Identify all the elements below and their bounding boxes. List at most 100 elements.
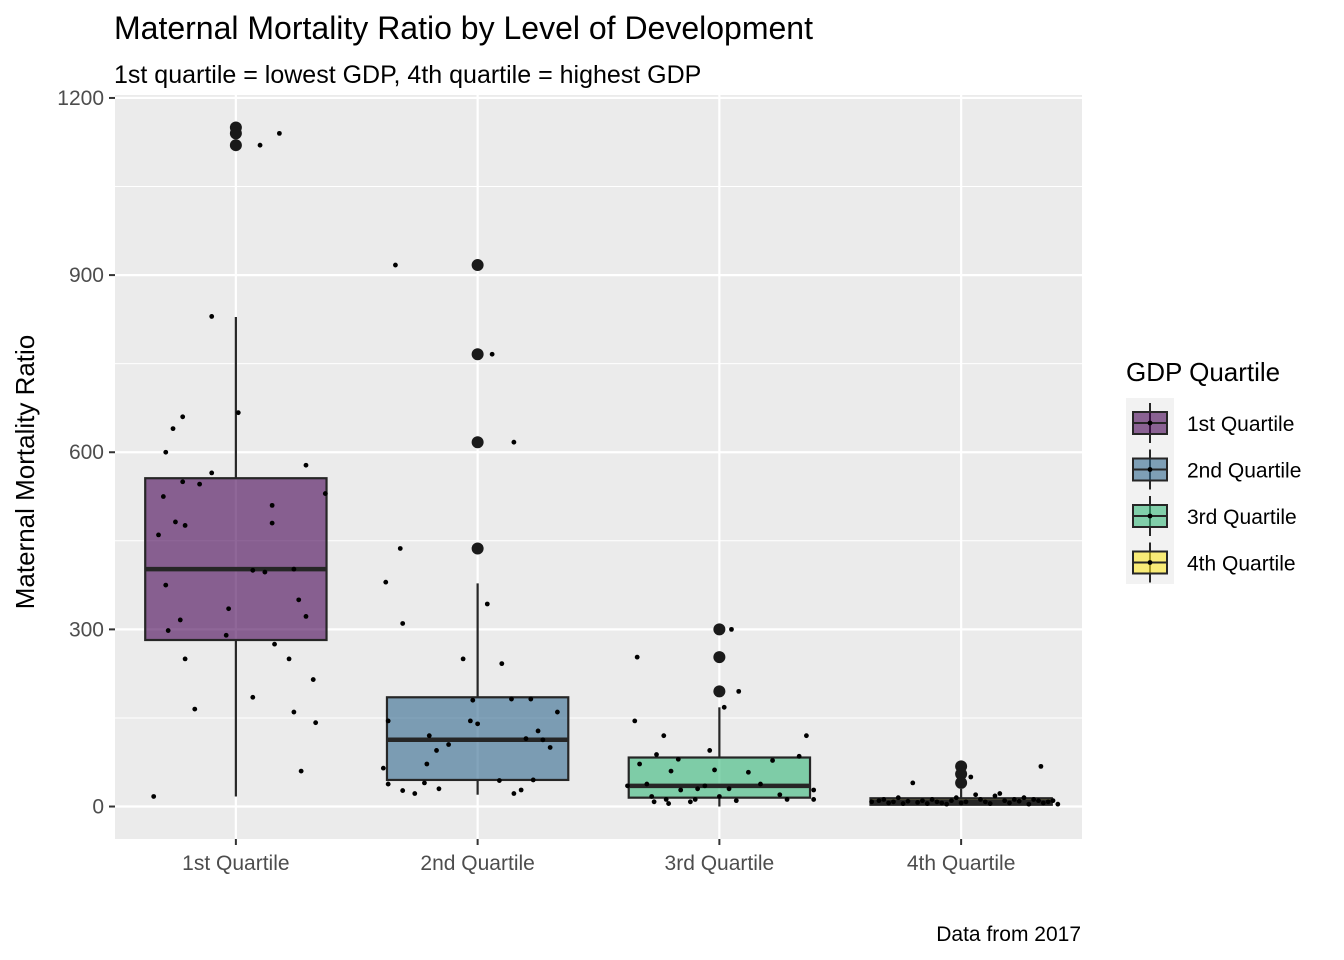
jitter-point [905, 798, 911, 804]
jitter-point [499, 661, 505, 667]
jitter-point [170, 426, 176, 432]
jitter-point [1021, 795, 1027, 801]
legend-item-2: 2nd Quartile [1132, 449, 1301, 490]
jitter-point [1038, 763, 1044, 769]
jitter-point [400, 788, 406, 793]
jitter-point [383, 579, 389, 585]
jitter-point [944, 801, 950, 807]
legend-label: 2nd Quartile [1187, 460, 1301, 483]
jitter-point [891, 799, 896, 805]
jitter-point [400, 621, 406, 626]
chart-subtitle: 1st quartile = lowest GDP, 4th quartile … [114, 61, 701, 89]
jitter-point [286, 656, 292, 662]
jitter-point [726, 786, 732, 792]
jitter-point [262, 569, 268, 575]
outlier-point [713, 685, 726, 698]
jitter-point [257, 142, 263, 148]
jitter-point [163, 582, 169, 588]
jitter-point [380, 765, 386, 771]
jitter-point [678, 787, 684, 793]
jitter-point [953, 795, 959, 801]
jitter-point [518, 787, 524, 793]
jitter-point [1055, 801, 1061, 807]
legend-key-point [1147, 513, 1153, 519]
jitter-point [895, 795, 901, 801]
jitter-point [634, 654, 640, 660]
outlier-point [471, 259, 484, 272]
jitter-point [156, 532, 161, 538]
jitter-point [470, 697, 476, 703]
jitter-point [272, 641, 277, 647]
legend-title: GDP Quartile [1126, 357, 1280, 387]
jitter-point [269, 502, 275, 508]
jitter-point [424, 761, 430, 767]
jitter-point [736, 688, 742, 694]
jitter-point [484, 601, 490, 607]
jitter-point [182, 523, 188, 528]
jitter-point [1026, 801, 1032, 807]
jitter-point [535, 728, 541, 734]
x-tick-label: 3rd Quartile [665, 852, 775, 875]
jitter-point [924, 801, 930, 806]
legend: 1st Quartile 2nd Quartile 3rd Quartile 4th … [1126, 398, 1301, 584]
outlier-point [471, 542, 484, 555]
jitter-point [992, 793, 998, 799]
jitter-point [173, 519, 178, 525]
jitter-point [523, 736, 529, 742]
jitter-point [661, 733, 667, 739]
jitter-point [475, 721, 481, 727]
x-tick-label: 2nd Quartile [420, 852, 534, 875]
jitter-point [811, 797, 817, 802]
legend-item-4: 4th Quartile [1132, 542, 1296, 583]
jitter-point [900, 801, 906, 806]
jitter-point [712, 767, 717, 773]
y-tick-label: 300 [69, 618, 104, 641]
jitter-point [695, 786, 701, 792]
outlier-point [471, 348, 484, 361]
outlier-point [955, 776, 968, 789]
jitter-point [530, 777, 536, 783]
jitter-point [509, 696, 514, 702]
jitter-point [446, 742, 452, 747]
jitter-point [716, 794, 722, 799]
jitter-point [422, 780, 427, 786]
jitter-point [528, 696, 534, 702]
jitter-point [733, 798, 739, 804]
legend-label: 4th Quartile [1187, 553, 1296, 576]
jitter-point [968, 774, 974, 780]
jitter-point [1007, 800, 1012, 806]
outlier-point [471, 436, 484, 449]
jitter-point [675, 756, 681, 762]
jitter-point [784, 797, 790, 802]
box-3 [627, 623, 812, 807]
jitter-point [1050, 798, 1056, 804]
jitter-point [151, 794, 157, 799]
jitter-point [511, 439, 517, 445]
jitter-point [625, 783, 630, 789]
jitter-point [637, 761, 642, 767]
jitter-point [555, 709, 560, 715]
jitter-point [460, 656, 466, 662]
box-iqr [144, 477, 328, 642]
chart-caption: Data from 2017 [936, 923, 1081, 946]
jitter-point [651, 799, 657, 805]
boxes-layer [144, 121, 1053, 807]
jitter-point [729, 626, 734, 632]
jitter-point [496, 778, 502, 783]
jitter-point [182, 656, 188, 662]
outlier-point [229, 139, 242, 152]
outlier-point [713, 651, 726, 664]
y-tick-label: 600 [69, 441, 104, 464]
jitter-point [250, 694, 256, 700]
jitter-point [644, 781, 650, 787]
jitter-point [649, 794, 655, 799]
jitter-point [209, 470, 215, 476]
plot-panel [115, 95, 1082, 839]
legend-key-point [1147, 560, 1153, 565]
jitter-point [654, 752, 659, 757]
jitter-point [929, 797, 935, 802]
jitter-point [163, 449, 169, 455]
jitter-point [291, 566, 297, 572]
jitter-point [632, 718, 638, 724]
